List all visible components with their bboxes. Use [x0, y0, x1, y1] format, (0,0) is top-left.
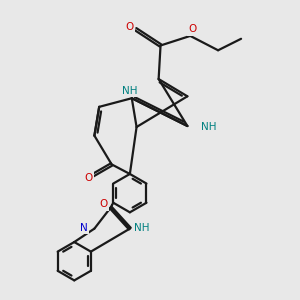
Text: NH: NH: [122, 85, 138, 96]
Text: O: O: [84, 172, 92, 183]
Text: O: O: [188, 24, 196, 34]
Text: NH: NH: [201, 122, 216, 132]
Text: NH: NH: [134, 223, 149, 233]
Text: O: O: [126, 22, 134, 32]
Text: N: N: [80, 223, 88, 233]
Text: O: O: [99, 199, 107, 209]
